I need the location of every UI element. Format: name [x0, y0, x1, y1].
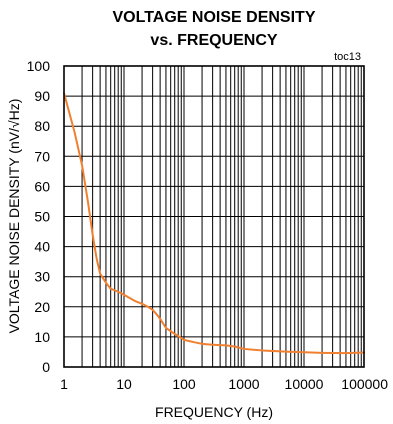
noise-density-line — [63, 92, 365, 355]
x-tick-labels: 1 10 100 1000 10000 100000 — [60, 376, 388, 392]
chart-tag: toc13 — [334, 51, 361, 63]
y-tick-label: 60 — [34, 178, 50, 194]
y-tick-labels: 0 10 20 30 40 50 60 70 80 90 100 — [27, 58, 51, 375]
y-tick-label: 50 — [34, 209, 50, 225]
grid — [63, 65, 364, 368]
x-tick-label: 10 — [116, 376, 132, 392]
chart-title-line2: vs. FREQUENCY — [150, 32, 277, 49]
y-tick-label: 20 — [34, 299, 50, 315]
y-tick-label: 0 — [42, 359, 50, 375]
y-tick-label: 70 — [34, 148, 50, 164]
y-tick-label: 100 — [27, 58, 51, 74]
series-layer — [63, 92, 365, 355]
x-tick-label: 10000 — [285, 376, 324, 392]
x-tick-label: 1000 — [228, 376, 259, 392]
x-tick-label: 100000 — [341, 376, 388, 392]
chart-title-line1: VOLTAGE NOISE DENSITY — [113, 9, 316, 26]
y-tick-label: 40 — [34, 239, 50, 255]
x-axis-label: FREQUENCY (Hz) — [155, 404, 273, 420]
y-tick-label: 10 — [34, 329, 50, 345]
y-tick-label: 80 — [34, 118, 50, 134]
plot-frame — [63, 65, 365, 368]
x-tick-label: 1 — [60, 376, 68, 392]
y-axis-label: VOLTAGE NOISE DENSITY (nV/√Hz) — [6, 99, 22, 334]
y-tick-label: 90 — [34, 88, 50, 104]
x-tick-label: 100 — [172, 376, 196, 392]
y-tick-label: 30 — [34, 269, 50, 285]
